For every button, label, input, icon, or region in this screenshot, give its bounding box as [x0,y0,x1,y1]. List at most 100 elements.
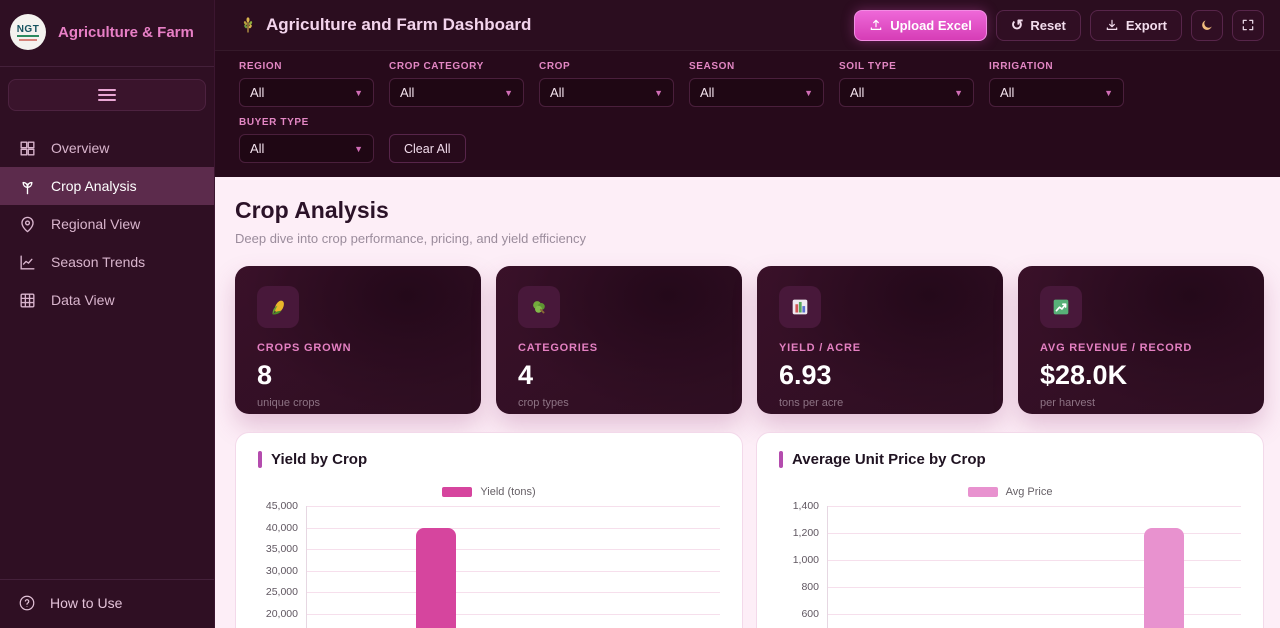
line-chart-icon [20,254,35,270]
stat-sublabel: per harvest [1040,397,1096,409]
stat-sublabel: tons per acre [779,397,844,409]
brand-name: Agriculture & Farm [58,23,194,41]
chart-title: Average Unit Price by Crop [792,451,986,468]
trend-up-icon [1040,286,1082,328]
main-column: Agriculture and Farm Dashboard Upload Ex… [215,0,1280,628]
sidebar-item-overview[interactable]: Overview [0,129,214,167]
chevron-down-icon: ▼ [954,87,963,98]
plot-grid [306,506,720,628]
title-accent-bar [779,451,783,468]
plot-area: 1,400 1,200 1,000 800 600 [779,500,1241,628]
categories-icon [518,286,560,328]
fullscreen-button[interactable] [1232,9,1264,41]
legend-label: Yield (tons) [480,486,536,498]
chart-legend: Avg Price [779,486,1241,498]
season-select[interactable]: All ▼ [689,78,824,107]
y-tick-label: 45,000 [265,500,298,512]
buyer-type-select[interactable]: All ▼ [239,134,374,163]
stat-card-yield-per-acre: YIELD / ACRE 6.93 tons per acre [757,266,1003,414]
gridline [307,592,720,594]
plot-area: 45,000 40,000 35,000 30,000 25,000 20,000 [258,500,720,628]
clear-all-button[interactable]: Clear All [389,134,466,163]
filter-bar: REGION All ▼ CROP CATEGORY All ▼ CROP All ▼… [215,51,1280,177]
stat-sublabel: unique crops [257,397,320,409]
filter-row-2: BUYER TYPE All ▼ Clear All [239,117,1256,163]
logo-text: NGT [16,23,40,37]
hamburger-icon [98,89,116,101]
select-value: All [550,85,565,100]
export-button[interactable]: Export [1089,9,1182,41]
reset-button[interactable]: ↺ Reset [995,9,1081,41]
upload-excel-label: Upload Excel [890,17,972,33]
chevron-down-icon: ▼ [1104,87,1113,98]
upload-excel-button[interactable]: Upload Excel [854,9,987,41]
sidebar-collapse-button[interactable] [8,79,206,111]
irrigation-select[interactable]: All ▼ [989,78,1124,107]
sidebar-item-crop-analysis[interactable]: Crop Analysis [0,167,214,205]
gridline [828,506,1241,507]
main-content: Crop Analysis Deep dive into crop perfor… [215,177,1280,628]
y-tick-label: 40,000 [265,521,298,534]
crop-select[interactable]: All ▼ [539,78,674,107]
crop-category-select[interactable]: All ▼ [389,78,524,107]
chevron-down-icon: ▼ [654,87,663,98]
stat-sublabel: crop types [518,397,569,409]
select-value: All [400,85,415,100]
legend-swatch [442,487,473,497]
soil-type-select[interactable]: All ▼ [839,78,974,107]
y-axis-labels: 1,400 1,200 1,000 800 600 [779,500,827,628]
y-tick-label: 20,000 [265,607,298,620]
stat-cards-row: CROPS GROWN 8 unique crops CATEGORIES 4 … [235,266,1264,414]
filter-label: CROP [539,61,571,72]
stat-label: CROPS GROWN [257,342,352,354]
sidebar-item-label: Data View [51,292,115,308]
stat-label: YIELD / ACRE [779,342,861,354]
chevron-down-icon: ▼ [504,87,513,98]
sidebar-item-season-trends[interactable]: Season Trends [0,243,214,281]
legend-label: Avg Price [1005,486,1053,498]
page-title: Crop Analysis [235,197,389,223]
chevron-down-icon: ▼ [354,87,363,98]
select-value: All [250,85,265,100]
reset-icon: ↺ [1010,16,1024,34]
theme-toggle-button[interactable] [1191,9,1223,41]
chart-title-row: Yield by Crop [258,451,720,468]
filter-label: SOIL TYPE [839,61,897,72]
gridline [828,533,1241,534]
help-icon [19,595,35,611]
filter-irrigation: IRRIGATION All ▼ [989,61,1124,107]
export-icon [1106,19,1118,30]
chart-title-row: Average Unit Price by Crop [779,451,1241,468]
y-tick-label: 25,000 [265,586,298,599]
company-logo: NGT [10,14,46,50]
select-value: All [250,141,265,156]
sidebar-item-data-view[interactable]: Data View [0,281,214,319]
gridline [828,560,1241,561]
stat-value: 6.93 [779,360,832,390]
sidebar-item-regional-view[interactable]: Regional View [0,205,214,243]
region-select[interactable]: All ▼ [239,78,374,107]
select-value: All [850,85,865,100]
sidebar-item-label: Overview [51,140,110,156]
y-tick-label: 30,000 [265,564,298,577]
y-tick-label: 1,000 [792,554,819,566]
filter-label: SEASON [689,61,735,72]
top-header: Agriculture and Farm Dashboard Upload Ex… [215,0,1280,51]
plant-icon [22,181,33,194]
gridline [828,614,1241,615]
stat-value: $28.0K [1040,360,1128,390]
gridline [828,587,1241,588]
chart-bar [416,527,457,628]
topbar-actions: Upload Excel ↺ Reset Export [854,9,1264,41]
chevron-down-icon: ▼ [354,143,363,154]
sidebar-footer-label: How to Use [50,595,123,611]
charts-row: Yield by Crop Yield (tons) 45,000 40,000 3… [235,432,1264,628]
table-icon [20,292,35,308]
sidebar: NGT Agriculture & Farm Overview Crop Ana… [0,0,215,628]
filter-crop-category: CROP CATEGORY All ▼ [389,61,524,107]
y-tick-label: 1,200 [792,527,819,539]
grid-icon [20,140,35,156]
sidebar-item-how-to-use[interactable]: How to Use [0,579,214,628]
gridline [307,549,720,551]
page-subtitle: Deep dive into crop performance, pricing… [235,231,586,246]
